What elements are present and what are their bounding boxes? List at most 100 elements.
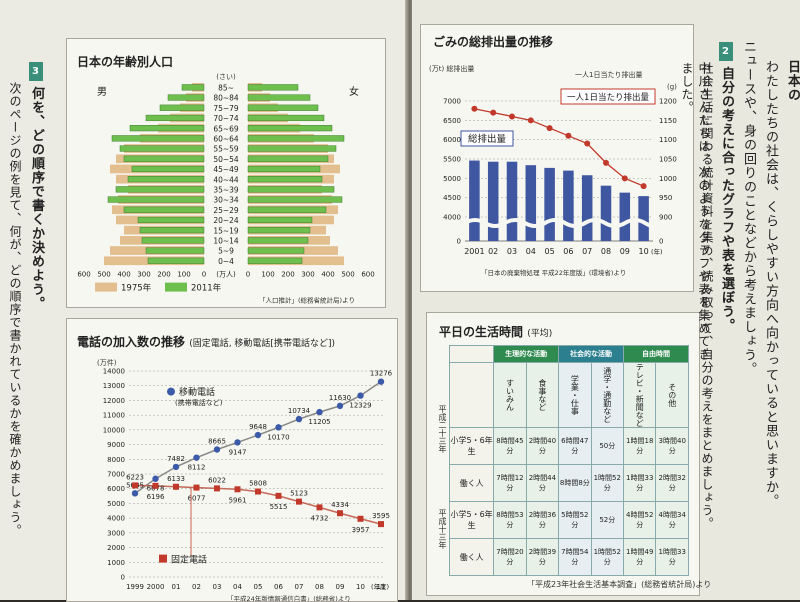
garbage-right-tick: 0 xyxy=(659,238,663,246)
mobile-point xyxy=(213,446,221,453)
mobile-point xyxy=(316,408,323,416)
fixed-value-label: 6022 xyxy=(208,476,226,484)
life-corner xyxy=(448,345,495,363)
life-head-free: 自由時間 xyxy=(623,345,689,363)
phone-y-tick: 13000 xyxy=(103,382,125,390)
garbage-left-tick: 0 xyxy=(457,238,461,246)
garbage-right-tick: 1100 xyxy=(659,136,677,144)
per-callout-label: 一人1日当たり排出量 xyxy=(567,92,649,103)
mobile-point xyxy=(152,475,159,482)
fixed-point xyxy=(296,498,302,505)
phone-y-tick: 9000 xyxy=(107,441,125,449)
left-heading-text: 何を、どの順序で書くか決めよう。 xyxy=(29,86,44,311)
mobile-value-label: 13276 xyxy=(370,370,393,378)
age-label: 55~59 xyxy=(213,145,239,154)
garbage-right-tick: 950 xyxy=(659,194,672,202)
life-title-sub: (平均) xyxy=(527,329,553,339)
age-label: 65~69 xyxy=(213,124,239,133)
garbage-left-tick: 6500 xyxy=(443,117,461,125)
era-label-h23: 平成二十三年 xyxy=(438,405,447,453)
mobile-value-label: 8665 xyxy=(208,438,226,446)
right-page: ごみの総排出量の推移 (万t) 総排出量 一人1日当たり排出量 (g) 7000 650… xyxy=(412,0,800,600)
garbage-x-tick: 05 xyxy=(545,247,555,256)
fixed-value-label: 4334 xyxy=(331,501,349,509)
fixed-point xyxy=(255,488,261,495)
life-cell: 1時間49分 xyxy=(623,538,657,576)
life-col-label: 学業・仕事 xyxy=(558,362,592,428)
mobile-point xyxy=(275,424,282,431)
garbage-right-tick: 900 xyxy=(659,214,672,222)
right-section-number-badge: 2 xyxy=(719,42,733,61)
pyramid-bar-male-2011 xyxy=(145,114,205,122)
male-label: 男 xyxy=(97,86,107,98)
mobile-value-label: 8112 xyxy=(188,464,206,472)
phone-x-tick: 03 xyxy=(213,583,222,591)
age-label: 15~19 xyxy=(213,226,239,235)
pyramid-chart: (さい)男 女85~80~8475~7970~7465~6960~6455~595… xyxy=(77,73,374,305)
fixed-point xyxy=(234,486,241,493)
life-title: 平日の生活時間 (平均) xyxy=(439,323,552,340)
book-gutter xyxy=(405,0,415,600)
garbage-right-tick: 1200 xyxy=(659,98,677,106)
pyramid-bar-male-2011 xyxy=(123,155,205,162)
pyramid-bar-female-2011 xyxy=(247,216,313,224)
garbage-bar xyxy=(600,185,612,241)
mobile-point xyxy=(336,402,344,410)
fixed-point xyxy=(378,521,384,528)
per-person-point xyxy=(527,117,534,124)
fixed-point xyxy=(275,492,282,499)
phone-chart: (万件)140001300012000110001000090008000700… xyxy=(97,358,393,601)
age-label: 50~54 xyxy=(213,155,239,164)
garbage-title: ごみの総排出量の推移 xyxy=(433,35,554,49)
pyramid-x-tick-right: 100 xyxy=(261,271,274,279)
right-col5: 中川さんたちは、次のようなグラフや表を集めてきました。 xyxy=(680,62,711,361)
pyramid-bar-female-2011 xyxy=(247,196,343,203)
right-heading-column: 2 自分の考えに合ったグラフや表を選ぼう。 xyxy=(718,42,735,562)
life-cell: 8時間53分 xyxy=(493,501,527,539)
fixed-point xyxy=(152,482,159,489)
pyramid-bar-male-2011 xyxy=(115,186,205,193)
per-callout-box xyxy=(560,88,656,105)
phone-panel: 電話の加入数の推移 (固定電話, 移動電話[携帯電話など]) (万件) 14000… xyxy=(66,318,398,602)
right-col2: ニュースや、身の回りのことなどから考えましょう。 xyxy=(741,40,756,376)
life-row-label: 小学5・6年生 xyxy=(448,427,495,465)
mobile-value-label: 9147 xyxy=(229,448,247,456)
fixed-point xyxy=(132,482,138,489)
mobile-point xyxy=(377,378,385,385)
age-label: 60~64 xyxy=(213,135,239,144)
phone-y-tick: 12000 xyxy=(103,397,125,405)
pyramid-bar-male-2011 xyxy=(139,227,205,234)
mobile-point xyxy=(254,431,262,439)
life-row-label: 小学5・6年生 xyxy=(448,501,495,539)
pyramid-bar-male-2011 xyxy=(119,145,205,152)
age-label: 70~74 xyxy=(213,114,239,123)
fixed-point xyxy=(193,484,200,491)
garbage-panel: ごみの総排出量の推移 (万t) 総排出量 一人1日当たり排出量 (g) 7000 650… xyxy=(420,24,694,292)
life-col-label: テレビ・新聞など xyxy=(623,362,657,428)
pyramid-x-tick-left: 600 xyxy=(77,271,90,279)
fixed-legend-label: 固定電話 xyxy=(171,554,207,566)
garbage-right-tick: 1050 xyxy=(659,156,677,164)
life-cell: 4時間52分 xyxy=(623,501,657,539)
life-cell: 7時間54分 xyxy=(558,538,592,576)
pyramid-bar-female-2011 xyxy=(247,84,299,91)
life-head-row: 生理的な活動 社会的な活動 自由時間 xyxy=(448,345,689,363)
pyramid-bar-female-2011 xyxy=(247,247,305,254)
garbage-right-unit2: (g) xyxy=(667,83,677,91)
mobile-legend-dot xyxy=(167,387,175,396)
pyramid-bar-male-2011 xyxy=(167,94,205,101)
left-body-column: 次のページの例を見て、何が、どの順序で書かれているかを確かめましょう。 xyxy=(6,82,23,562)
age-label: 85~ xyxy=(218,84,234,93)
life-cell: 1時間33分 xyxy=(655,538,689,576)
pyramid-x-tick-right: 300 xyxy=(301,271,314,279)
female-label: 女 xyxy=(349,85,359,98)
pyramid-bar-female-2011 xyxy=(247,114,325,122)
pyramid-bar-female-2011 xyxy=(247,237,309,244)
life-head-physio: 生理的な活動 xyxy=(493,345,560,363)
life-data-row: 小学5・6年生 8時間45分 2時間40分 6時間47分 50分 1時間18分 3時間40分 xyxy=(448,427,689,465)
phone-y-tick: 4000 xyxy=(107,515,125,523)
per-person-point xyxy=(471,105,478,112)
garbage-left-tick: 7000 xyxy=(443,98,461,106)
garbage-x-tick: 08 xyxy=(601,247,611,256)
